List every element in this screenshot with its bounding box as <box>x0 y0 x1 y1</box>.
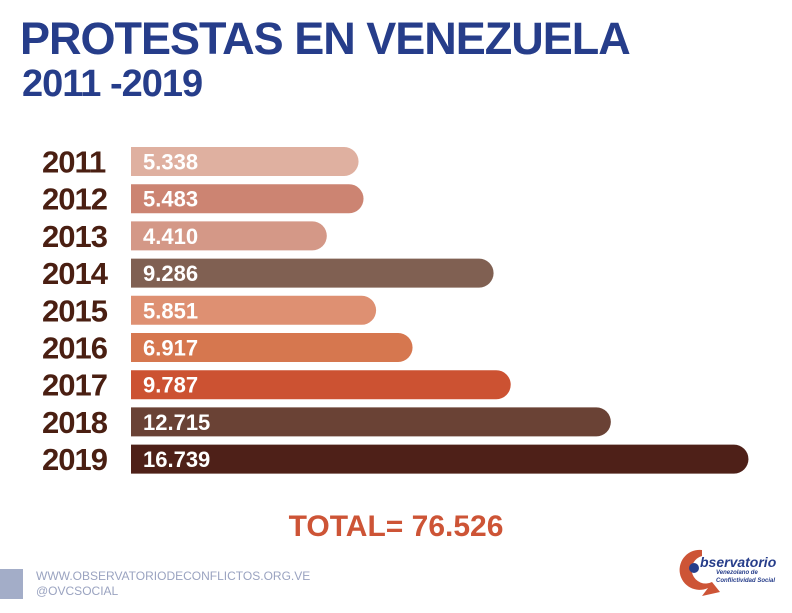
value-label: 5.483 <box>143 187 198 212</box>
logo-title: bservatorio <box>700 554 777 570</box>
page-subtitle: 2011 -2019 <box>22 63 203 105</box>
page-title: PROTESTAS EN VENEZUELA <box>20 13 631 64</box>
total-value: 76.526 <box>411 510 504 543</box>
ovcs-logo-icon <box>679 549 720 596</box>
bar-2015 <box>131 295 377 325</box>
year-label: 2019 <box>42 442 108 477</box>
year-label: 2013 <box>42 219 108 254</box>
value-label: 5.851 <box>143 298 198 323</box>
value-label: 6.917 <box>143 336 198 361</box>
year-label: 2012 <box>42 182 107 217</box>
website-link[interactable]: WWW.OBSERVATORIODECONFLICTOS.ORG.VE <box>36 569 311 583</box>
bar-2013 <box>131 221 327 251</box>
year-label: 2014 <box>42 256 109 291</box>
value-label: 12.715 <box>143 410 210 435</box>
footer-accent-block <box>0 569 23 599</box>
bar-2011 <box>131 147 359 176</box>
bar-2014 <box>131 258 494 288</box>
value-label: 9.787 <box>143 373 198 398</box>
total: TOTAL= 76.526 <box>0 510 792 544</box>
total-label: TOTAL= <box>288 510 404 543</box>
bar-2019 <box>131 444 749 474</box>
year-label: 2016 <box>42 331 108 366</box>
bar-2012 <box>131 184 364 214</box>
year-label: 2011 <box>42 145 106 180</box>
bar-2018 <box>131 407 611 437</box>
value-label: 9.286 <box>143 261 198 286</box>
value-label: 16.739 <box>143 447 210 472</box>
year-label: 2015 <box>42 293 108 328</box>
bar-2016 <box>131 333 413 362</box>
year-label: 2017 <box>42 368 107 403</box>
logo-line1: Venezolano de <box>716 570 758 576</box>
bar-2017 <box>131 370 511 400</box>
social-handle: @OVCSOCIAL <box>36 584 119 598</box>
logo-line2: Conflictividad Social <box>716 578 776 584</box>
value-label: 4.410 <box>143 224 198 249</box>
bar-chart: 2011 5.338 2012 5.483 2013 4.410 2014 9.286 2015… <box>42 145 749 477</box>
value-label: 5.338 <box>143 150 198 175</box>
year-label: 2018 <box>42 405 108 440</box>
